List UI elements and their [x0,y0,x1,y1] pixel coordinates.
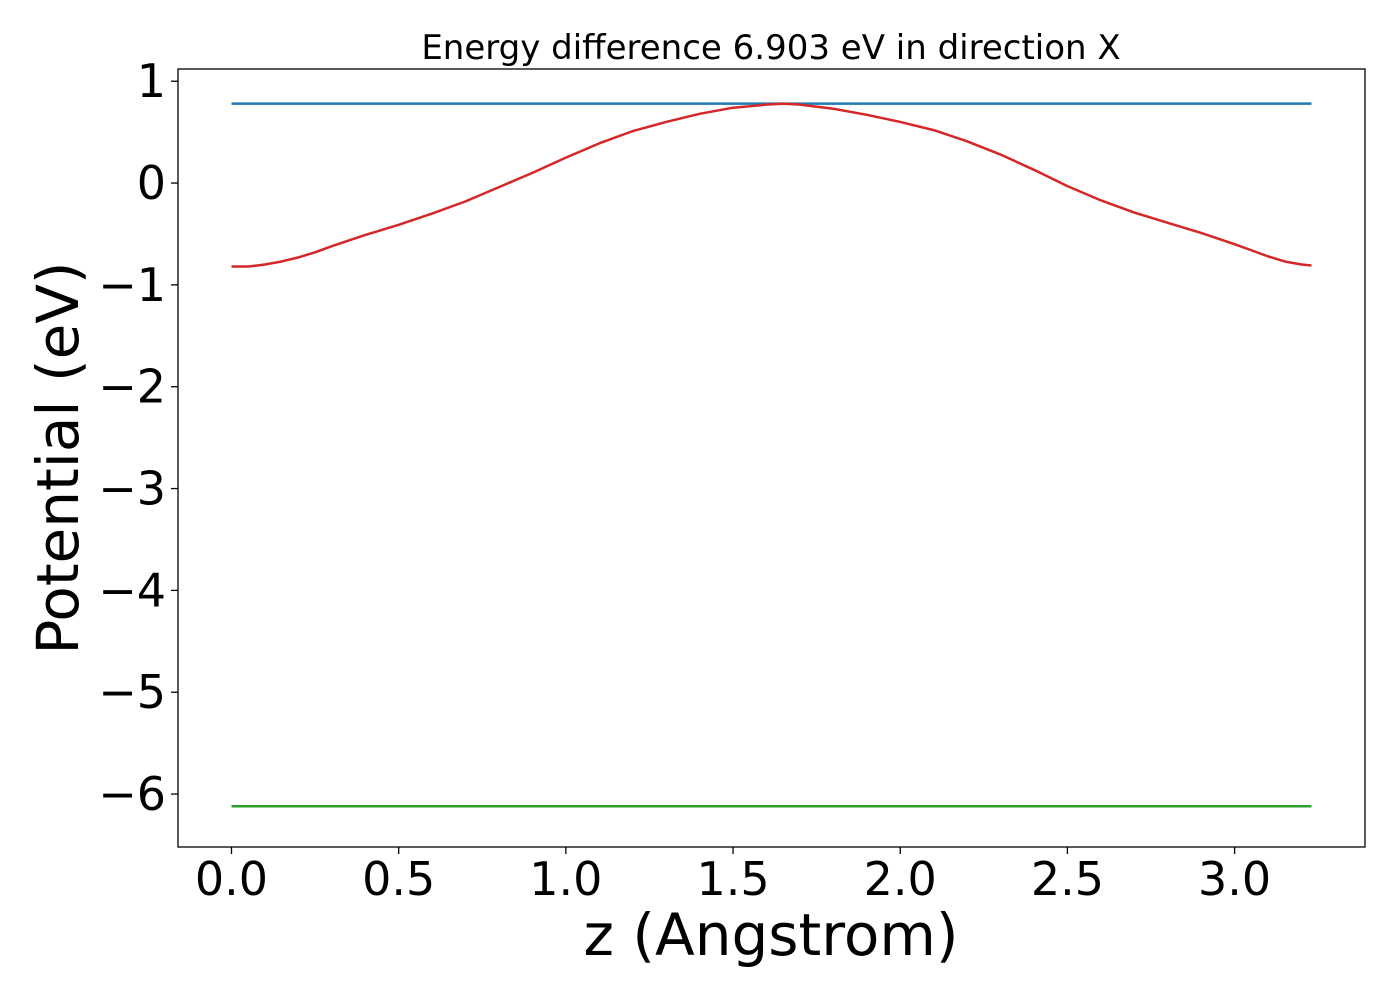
plot-frame [177,68,1366,848]
x-tick-label: 1.0 [529,852,602,906]
x-axis: 0.0 0.5 1.0 1.5 2.0 2.5 3.0 [195,847,1271,906]
y-axis: 1 0 −1 −2 −3 −4 −5 −6 [98,54,178,821]
chart-title: Energy difference 6.903 eV in direction … [421,28,1120,68]
y-tick-label: 1 [137,54,166,108]
x-tick-label: 2.0 [864,852,937,906]
y-tick-label: −4 [98,563,166,617]
x-tick-label: 3.0 [1198,852,1271,906]
y-tick-label: 0 [137,156,166,210]
y-axis-label: Potential (eV) [24,261,92,654]
y-tick-label: −5 [98,665,166,719]
x-tick-label: 2.5 [1031,852,1104,906]
series-line-1 [231,102,1312,268]
y-tick-label: −6 [98,767,166,821]
y-tick-label: −2 [98,360,166,414]
x-tick-label: 0.0 [195,852,268,906]
x-tick-label: 1.5 [696,852,769,906]
x-axis-label: z (Angstrom) [584,901,959,969]
y-tick-label: −1 [98,258,166,312]
series-layer [231,102,1312,808]
x-tick-label: 0.5 [362,852,435,906]
y-tick-label: −3 [98,462,166,516]
